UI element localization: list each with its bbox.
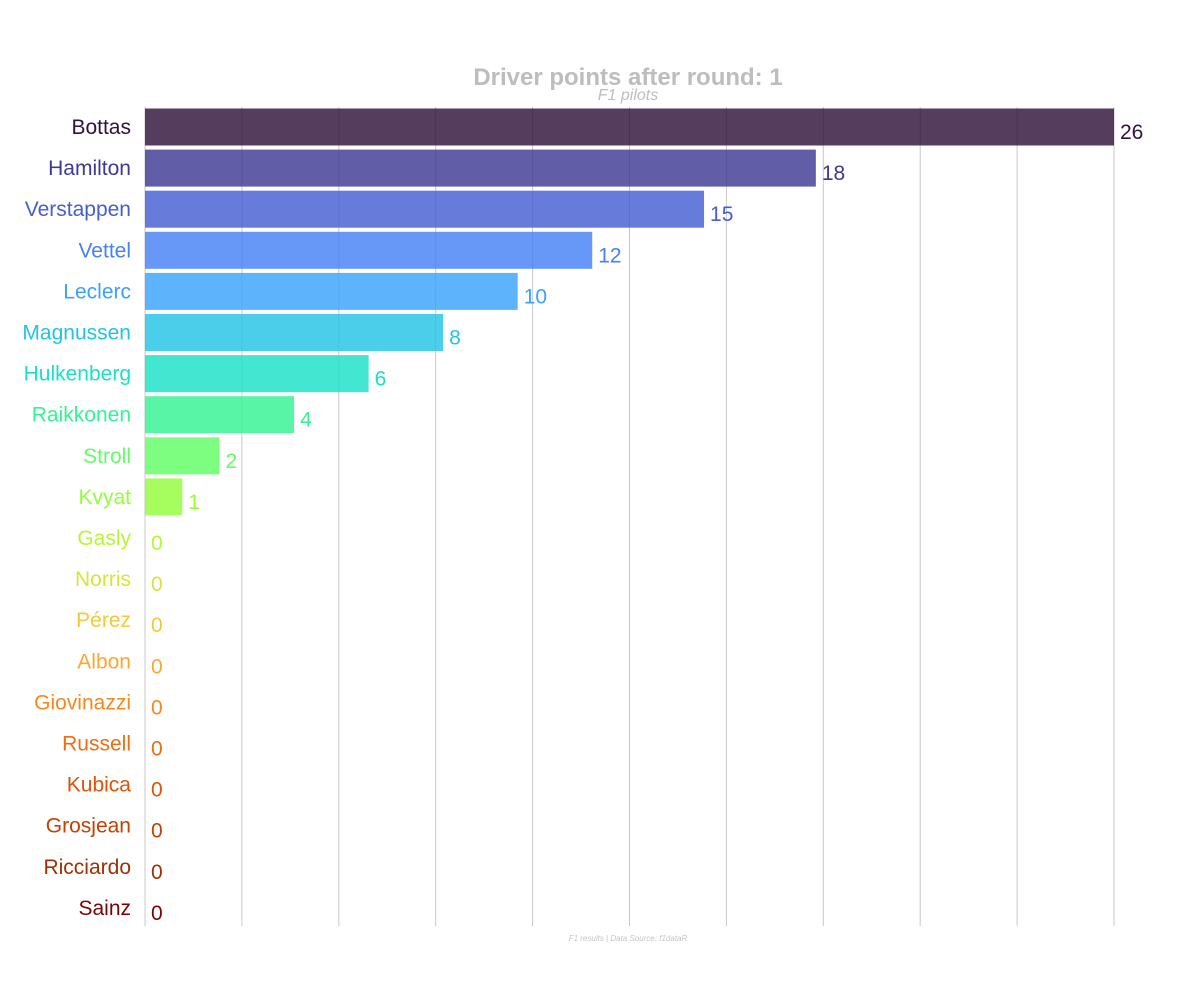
value-label: 12 <box>598 244 621 267</box>
chart-caption: F1 results | Data Source: f1dataR <box>568 934 688 943</box>
value-label: 0 <box>151 779 163 802</box>
bar <box>145 396 295 434</box>
value-label: 0 <box>151 696 163 719</box>
category-label: Gasly <box>77 527 131 550</box>
category-label: Albon <box>77 650 131 673</box>
value-label: 10 <box>524 285 547 308</box>
category-labels: Bottas Hamilton Verstappen Vettel Leclerc Mag… <box>22 116 131 920</box>
category-label: Hulkenberg <box>24 363 131 386</box>
value-label: 0 <box>151 902 163 925</box>
category-label: Stroll <box>83 445 131 468</box>
bar <box>145 108 1114 146</box>
category-label: Kvyat <box>78 486 131 509</box>
chart-title: Driver points after round: 1 <box>473 64 783 91</box>
value-label: 0 <box>151 614 163 637</box>
category-label: Norris <box>75 568 131 591</box>
value-label: 0 <box>151 861 163 884</box>
value-label: 4 <box>300 409 312 432</box>
category-label: Giovinazzi <box>34 691 131 714</box>
value-label: 2 <box>226 450 238 473</box>
category-label: Pérez <box>76 609 131 632</box>
category-label: Russell <box>62 733 131 756</box>
bar <box>145 314 444 351</box>
category-label: Raikkonen <box>32 404 131 427</box>
value-label: 6 <box>375 368 387 391</box>
category-label: Kubica <box>67 774 132 797</box>
chart-subtitle: F1 pilots <box>597 87 659 104</box>
category-label: Sainz <box>78 897 131 920</box>
bar <box>145 272 518 310</box>
category-label: Verstappen <box>25 198 131 221</box>
value-label: 0 <box>151 532 163 555</box>
bar <box>145 478 183 516</box>
bar <box>145 190 705 228</box>
bar <box>145 149 816 187</box>
category-label: Grosjean <box>46 815 131 838</box>
bar <box>145 355 369 393</box>
value-label: 1 <box>188 491 200 514</box>
bar <box>145 231 593 269</box>
category-label: Vettel <box>78 239 131 262</box>
bars <box>145 108 1114 516</box>
category-label: Bottas <box>71 116 131 139</box>
value-label: 0 <box>151 655 163 678</box>
value-label: 0 <box>151 738 163 761</box>
value-label: 15 <box>710 203 733 226</box>
value-label: 26 <box>1120 121 1143 144</box>
category-label: Hamilton <box>48 157 131 180</box>
category-label: Leclerc <box>63 280 131 303</box>
bar <box>145 437 220 475</box>
value-label: 0 <box>151 820 163 843</box>
grid-lines <box>144 107 1115 926</box>
value-label: 8 <box>449 327 461 350</box>
category-label: Magnussen <box>22 322 131 345</box>
value-label: 18 <box>822 162 845 185</box>
category-label: Ricciardo <box>43 856 131 879</box>
value-label: 0 <box>151 573 163 596</box>
